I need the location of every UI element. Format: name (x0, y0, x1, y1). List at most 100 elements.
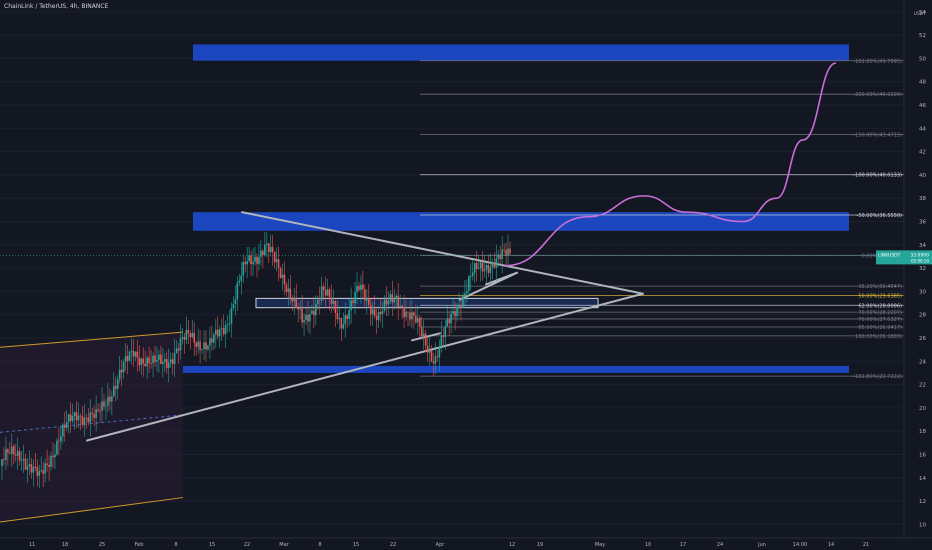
price-tick-label: 34 (919, 243, 926, 249)
candle-body (89, 412, 92, 423)
candle-body (150, 362, 152, 364)
price-tick-label: 14 (919, 476, 926, 482)
price-tick-label: 44 (919, 126, 926, 132)
price-tick-label: 46 (919, 103, 926, 109)
candle-body (201, 349, 203, 350)
candle-body (399, 305, 401, 307)
price-tick-label: 42 (919, 150, 926, 156)
candle-body (373, 309, 376, 316)
price-tick-label: 52 (919, 33, 926, 39)
candle-body (216, 329, 219, 337)
candle-body (81, 416, 84, 425)
candle-body (42, 470, 44, 474)
channel-mid-line (0, 414, 184, 433)
candle-body (240, 275, 243, 281)
candle-body (103, 401, 105, 407)
candle-body (460, 305, 462, 308)
candle-body (148, 357, 150, 363)
candle-body (244, 262, 247, 265)
candle-body (340, 317, 343, 329)
candle-body (67, 414, 70, 423)
candle-body (483, 269, 486, 272)
candle-body (152, 355, 154, 364)
time-tick-label: 12 (509, 542, 515, 548)
candle-body (409, 312, 411, 320)
time-tick-label: 22 (244, 542, 250, 548)
candle-body (477, 268, 480, 270)
candle-body (367, 297, 370, 306)
candle-body (3, 459, 5, 460)
candle-body (348, 309, 350, 320)
candle-body (303, 320, 305, 323)
candle-body (456, 306, 458, 317)
candle-body (44, 463, 46, 474)
candle-body (20, 460, 23, 462)
candle-body (375, 315, 378, 321)
candle-body (444, 326, 447, 337)
fib-label: -150.00%(43.4715) (853, 132, 902, 138)
candle-body (156, 359, 158, 362)
candle-body (362, 284, 364, 290)
candle-body (171, 359, 174, 365)
candle-body (193, 332, 196, 343)
time-tick-label: 21 (863, 542, 869, 548)
price-tick-label: 20 (919, 406, 926, 412)
candle-body (93, 414, 95, 418)
candles (1, 231, 511, 489)
fib-label: 100.00%(26.1803) (855, 334, 902, 340)
candle-body (99, 410, 101, 412)
candle-body (495, 258, 498, 268)
candle-body (265, 243, 268, 245)
candle-body (264, 244, 266, 256)
candle-body (415, 315, 417, 323)
candle-body (324, 289, 327, 296)
time-axis-bg (0, 538, 932, 550)
candle-body (214, 329, 217, 335)
candle-body (371, 309, 374, 315)
price-tick-label: 54 (919, 10, 926, 16)
zone-resistance-top (193, 44, 849, 61)
candle-body (432, 361, 435, 364)
candle-body (95, 409, 97, 418)
candle-body (24, 458, 27, 470)
candle-body (267, 243, 270, 253)
candle-body (350, 300, 352, 310)
candle-body (493, 262, 496, 268)
time-tick-label: 19 (537, 542, 543, 548)
candle-body (236, 282, 239, 300)
candle-body (105, 405, 107, 407)
candle-body (479, 262, 482, 269)
candle-body (260, 250, 262, 257)
trendline (86, 292, 644, 442)
candle-body (69, 414, 72, 421)
candle-body (509, 248, 511, 254)
candle-body (213, 334, 215, 343)
candle-body (234, 299, 237, 304)
candle-body (342, 324, 345, 329)
price-tick-label: 50 (919, 56, 926, 62)
candle-body (154, 355, 156, 362)
time-tick-label: 24 (717, 542, 723, 548)
candle-body (101, 401, 103, 411)
candle-body (73, 412, 76, 416)
candle-body (179, 338, 182, 351)
candle-body (446, 319, 449, 327)
candle-body (285, 284, 288, 292)
candle-body (326, 289, 329, 296)
candle-body (401, 305, 403, 308)
candle-body (273, 251, 276, 263)
candle-body (418, 317, 421, 327)
candle-body (318, 300, 321, 301)
candle-body (181, 337, 184, 339)
fib-label: 62.00%(28.8086) (858, 303, 902, 309)
candle-body (142, 358, 145, 364)
channel-upper-line (0, 331, 184, 348)
price-tick-label: 40 (919, 173, 926, 179)
candle-body (334, 300, 337, 313)
candle-body (379, 312, 382, 315)
time-tick-label: 10 (645, 542, 651, 548)
trendline (241, 211, 644, 295)
fib-label: -200.00%(46.9299) (853, 92, 902, 98)
candle-body (65, 422, 68, 428)
